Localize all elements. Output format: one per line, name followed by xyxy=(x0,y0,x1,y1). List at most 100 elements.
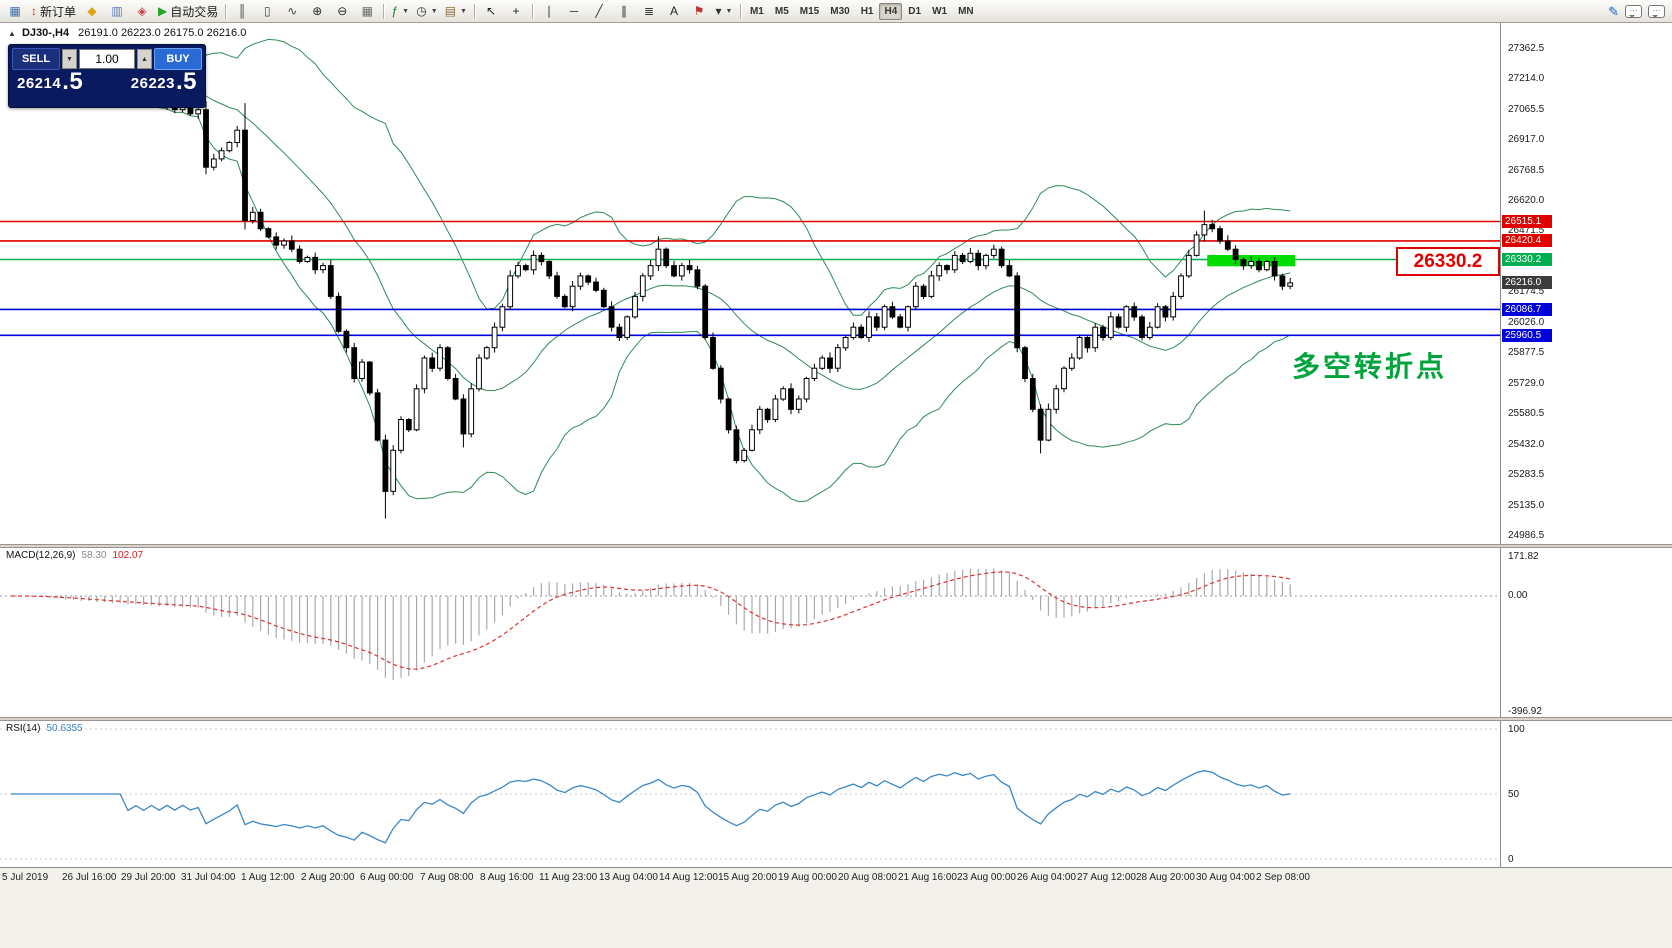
signals-icon: ◈ xyxy=(137,4,147,18)
buy-button[interactable]: BUY xyxy=(154,48,202,70)
panel-separator-macd[interactable] xyxy=(0,544,1672,548)
time-axis-label: 30 Aug 04:00 xyxy=(1196,872,1255,883)
pivot-note-text[interactable]: 多空转折点 xyxy=(1292,351,1448,382)
fibonacci-icon[interactable]: ≣ xyxy=(637,1,661,21)
new-order-button: ↕ xyxy=(31,4,37,18)
vertical-line-icon[interactable]: ∣ xyxy=(537,1,561,21)
chevron-down-icon: ▼ xyxy=(460,7,467,15)
line-chart-type-icon: ∿ xyxy=(287,4,298,18)
price-chart-canvas[interactable] xyxy=(0,23,1500,544)
timeframe-d1[interactable]: D1 xyxy=(908,5,922,17)
price-tick: 25432.0 xyxy=(1508,439,1545,450)
price-tick: 25580.5 xyxy=(1508,408,1545,419)
volume-increase-button[interactable]: ▲ xyxy=(137,49,152,69)
time-axis-label: 26 Jul 16:00 xyxy=(62,872,117,883)
chat-icon[interactable]: ⋯ xyxy=(1625,4,1642,18)
timeframe-w1[interactable]: W1 xyxy=(932,5,948,17)
macd-indicator-canvas[interactable] xyxy=(0,548,1500,717)
rsi-scale-label: 0 xyxy=(1508,854,1514,865)
cursor-icon[interactable]: ↖ xyxy=(479,1,503,21)
templates-icon[interactable]: ▤ ▼ xyxy=(442,1,470,21)
trendline-icon[interactable]: ╱ xyxy=(587,1,611,21)
macd-label: MACD(12,26,9) 58.30 102.07 xyxy=(6,550,143,561)
time-axis-label: 26 Aug 04:00 xyxy=(1017,872,1076,883)
community-chat-icon[interactable]: ⋯ xyxy=(1648,4,1665,18)
macd-signal-value: 102.07 xyxy=(112,550,144,561)
market-watch-icon: ▥ xyxy=(111,4,123,18)
bar-chart-type-icon[interactable]: ║ xyxy=(230,1,254,21)
timeframe-h1[interactable]: H1 xyxy=(860,5,874,17)
indicator-scale-label: -396.92 xyxy=(1508,706,1542,717)
channel-icon: ∥ xyxy=(620,4,627,18)
periods-icon[interactable]: ◷ ▼ xyxy=(413,1,440,21)
market-watch-icon[interactable]: ▥ xyxy=(105,1,129,21)
new-chart-icon: ▦ xyxy=(9,4,21,18)
price-tick: 25283.5 xyxy=(1508,469,1545,480)
time-axis-label: 1 Aug 12:00 xyxy=(241,872,295,883)
price-tick: 27362.5 xyxy=(1508,43,1545,54)
time-axis-label: 29 Jul 20:00 xyxy=(121,872,176,883)
time-axis-label: 23 Aug 00:00 xyxy=(957,872,1016,883)
time-axis-label: 8 Aug 16:00 xyxy=(480,872,534,883)
price-line-tag: 26420.4 xyxy=(1502,234,1552,247)
horizontal-line-icon: ─ xyxy=(569,4,579,18)
rsi-indicator-canvas[interactable] xyxy=(0,721,1500,866)
new-chart-icon[interactable]: ▦ xyxy=(3,1,27,21)
channel-icon[interactable]: ∥ xyxy=(612,1,636,21)
macd-main-value: 58.30 xyxy=(81,550,107,561)
new-order-button[interactable]: ↕ 新订单 xyxy=(28,1,79,21)
symbol-title: DJ30-,H4 xyxy=(21,27,70,39)
price-scale[interactable]: 27362.5 27214.0 27065.5 26917.0 26768.5 26620… xyxy=(1500,23,1672,948)
price-tick: 26174.5 xyxy=(1508,286,1545,297)
price-line-tag: 26216.0 xyxy=(1502,276,1552,289)
line-chart-type-icon[interactable]: ∿ xyxy=(280,1,304,21)
time-axis-label: 19 Aug 00:00 xyxy=(778,872,837,883)
price-line-tag: 26086.7 xyxy=(1502,303,1552,316)
shapes-dropdown-icon[interactable]: ▾ ▼ xyxy=(712,1,736,21)
alerts-icon: ◆ xyxy=(87,4,97,18)
one-click-collapse-icon[interactable]: ▲ xyxy=(8,29,16,38)
timeframe-h4[interactable]: H4 xyxy=(879,2,903,20)
timeframe-m1[interactable]: M1 xyxy=(749,5,764,17)
edit-icon[interactable]: ✎ xyxy=(1608,3,1619,19)
autotrading-button[interactable]: ▶ 自动交易 xyxy=(155,1,221,21)
indicators-icon: ƒ xyxy=(391,4,399,18)
time-axis-label: 28 Aug 20:00 xyxy=(1136,872,1195,883)
panel-separator-rsi[interactable] xyxy=(0,717,1672,721)
label-flag-icon[interactable]: ⚑ xyxy=(687,1,711,21)
time-axis-label: 14 Aug 12:00 xyxy=(659,872,718,883)
sell-button[interactable]: SELL xyxy=(12,48,60,70)
signals-icon[interactable]: ◈ xyxy=(130,1,154,21)
tile-windows-icon: ▦ xyxy=(361,4,373,18)
price-tick: 26471.5 xyxy=(1508,225,1545,236)
price-tick: 26026.0 xyxy=(1508,317,1545,328)
rsi-scale-label: 100 xyxy=(1508,724,1525,735)
toolbar: ▦ ↕ 新订单 ◆ ▥ ◈ ▶ 自动交易 ║ ▯ ∿ ⊕ ⊖ ▦ ƒ ▼ ◷ ▼ ▤ ▼ ↖ + ∣ ─ ╱ ∥ ≣ A ⚑ ▾ ▼ M1 M… xyxy=(0,0,1672,23)
time-axis[interactable]: 5 Jul 2019 26 Jul 16:00 29 Jul 20:00 31 Jul… xyxy=(0,867,1672,948)
pivot-price-callout[interactable]: 26330.2 xyxy=(1396,247,1500,276)
alerts-icon[interactable]: ◆ xyxy=(80,1,104,21)
volume-decrease-button[interactable]: ▼ xyxy=(62,49,77,69)
candlestick-type-icon[interactable]: ▯ xyxy=(255,1,279,21)
vertical-line-icon: ∣ xyxy=(545,4,552,18)
buy-price[interactable]: 26223.5 xyxy=(131,70,197,94)
chart-window: ▲ DJ30-,H4 26191.0 26223.0 26175.0 26216… xyxy=(0,23,1672,948)
tile-windows-icon[interactable]: ▦ xyxy=(355,1,379,21)
text-icon[interactable]: A xyxy=(662,1,686,21)
volume-input[interactable] xyxy=(79,49,135,69)
timeframe-m5[interactable]: M5 xyxy=(774,5,789,17)
timeframe-mn[interactable]: MN xyxy=(958,5,974,17)
timeframe-m15[interactable]: M15 xyxy=(799,5,820,17)
indicators-icon[interactable]: ƒ ▼ xyxy=(388,1,412,21)
timeframe-m30[interactable]: M30 xyxy=(830,5,850,17)
sell-price[interactable]: 26214.5 xyxy=(17,70,83,94)
zoom-in-icon[interactable]: ⊕ xyxy=(305,1,329,21)
time-axis-label: 6 Aug 00:00 xyxy=(360,872,414,883)
time-axis-label: 2 Sep 08:00 xyxy=(1256,872,1310,883)
zoom-out-icon[interactable]: ⊖ xyxy=(330,1,354,21)
rsi-label: RSI(14) 50.6355 xyxy=(6,723,83,734)
crosshair-icon[interactable]: + xyxy=(504,1,528,21)
price-tick: 25729.0 xyxy=(1508,378,1545,389)
horizontal-line-icon[interactable]: ─ xyxy=(562,1,586,21)
